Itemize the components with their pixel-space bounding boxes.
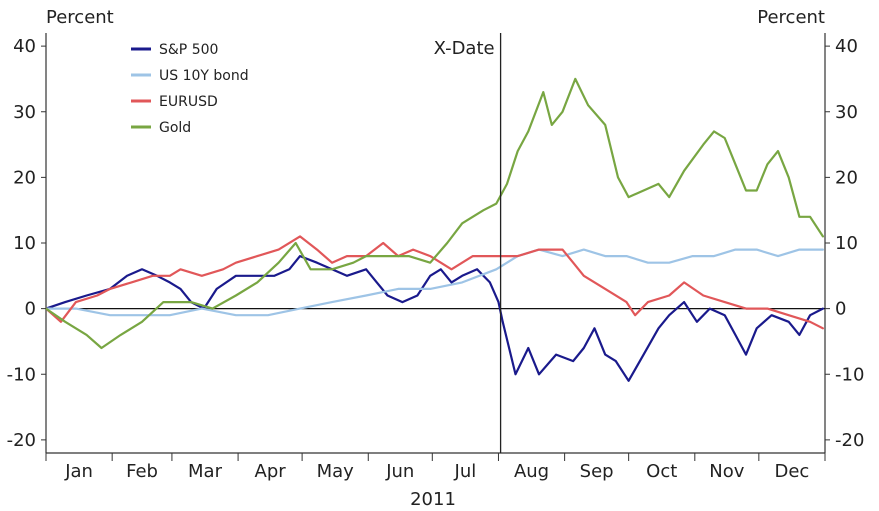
x-tick-label: Jan	[64, 461, 93, 482]
y-tick-label-left: -20	[7, 430, 36, 451]
legend: S&P 500 US 10Y bond EURUSD Gold	[131, 42, 249, 136]
series-line-s-p-500	[44, 255, 824, 382]
y-tick-label-right: 20	[835, 167, 858, 188]
x-tick-label: Apr	[255, 461, 287, 482]
y-tick-label-left: 0	[25, 299, 36, 320]
legend-label: Gold	[159, 120, 191, 136]
y-tick-label-left: 40	[13, 36, 36, 57]
series-line-eurusd	[44, 235, 824, 330]
x-tick-label: Aug	[514, 461, 549, 482]
y-tick-label-left: -10	[7, 364, 36, 385]
x-tick-label: Sep	[580, 461, 614, 482]
y-tick-label-left: 30	[13, 102, 36, 123]
x-tick-label: Jun	[385, 461, 414, 482]
y-tick-label-right: -20	[835, 430, 864, 451]
annotation-layer: X-Date	[434, 33, 502, 453]
y-tick-label-right: 10	[835, 233, 858, 254]
x-tick-label: Oct	[646, 461, 677, 482]
x-tick-label: Feb	[126, 461, 158, 482]
x-tick-label: Mar	[188, 461, 223, 482]
y-axis-title-left: Percent	[46, 7, 114, 28]
x-tick-label: May	[317, 461, 355, 482]
legend-label: S&P 500	[159, 42, 218, 58]
x-tick-label: Jul	[454, 461, 477, 482]
series-line-gold	[44, 77, 824, 350]
legend-label: US 10Y bond	[159, 68, 249, 84]
y-tick-label-right: 30	[835, 102, 858, 123]
y-tick-label-right: 40	[835, 36, 858, 57]
y-tick-label-left: 10	[13, 233, 36, 254]
x-date-label: X-Date	[434, 38, 495, 59]
y-tick-label-right: 0	[835, 299, 846, 320]
x-tick-label: Dec	[774, 461, 809, 482]
series-line-us-10y-bond	[44, 248, 824, 317]
y-tick-label-left: 20	[13, 167, 36, 188]
series-layer	[44, 77, 824, 382]
axes-layer: -20 -20 -10 -10 0 0 10 10 20 20 30 30 40 40 Jan Feb Mar A…	[7, 36, 865, 482]
y-axis-title-right: Percent	[757, 7, 825, 28]
legend-label: EURUSD	[159, 94, 218, 110]
x-axis-period-label: 2011	[410, 489, 456, 510]
x-tick-label: Nov	[709, 461, 744, 482]
y-tick-label-right: -10	[835, 364, 864, 385]
